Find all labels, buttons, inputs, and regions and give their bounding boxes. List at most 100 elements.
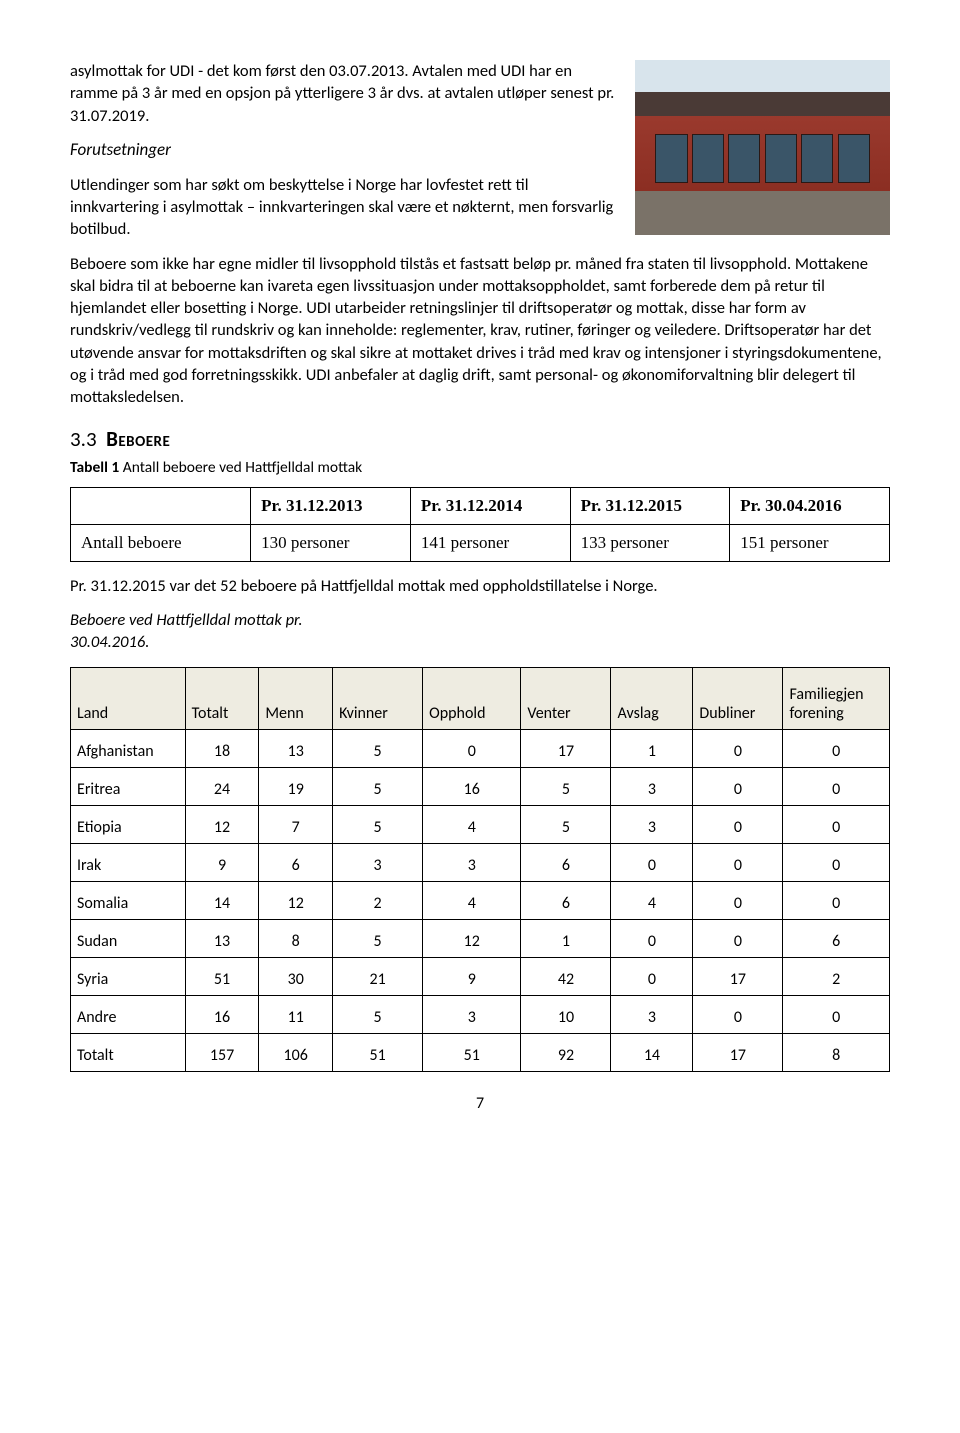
table2-cell: 12 <box>259 882 333 920</box>
table1-v1: 141 personer <box>410 525 570 562</box>
table2-cell: 5 <box>333 996 423 1034</box>
table2-cell: 0 <box>611 844 693 882</box>
italic-note-line1: Beboere ved Hattfjelldal mottak pr. <box>70 610 303 630</box>
table2-cell: Afghanistan <box>71 730 186 768</box>
photo-windows <box>655 134 869 183</box>
table2-cell: 5 <box>521 806 611 844</box>
table2-cell: 1 <box>611 730 693 768</box>
table2-cell: 21 <box>333 958 423 996</box>
table2-cell: 0 <box>783 806 890 844</box>
table2-cell: 17 <box>693 958 783 996</box>
table2-cell: Eritrea <box>71 768 186 806</box>
table2-cell: 5 <box>333 768 423 806</box>
table-antall-beboere: Pr. 31.12.2013 Pr. 31.12.2014 Pr. 31.12.… <box>70 487 890 562</box>
table2-cell: 7 <box>259 806 333 844</box>
table2-cell: 5 <box>333 730 423 768</box>
table2-cell: 0 <box>693 730 783 768</box>
table2-header-5: Venter <box>521 668 611 730</box>
table2-cell: 16 <box>423 768 521 806</box>
page-number: 7 <box>70 1094 890 1113</box>
table2-header-row: LandTotaltMennKvinnerOppholdVenterAvslag… <box>71 668 890 730</box>
table2-cell: 3 <box>423 844 521 882</box>
table2-cell: Somalia <box>71 882 186 920</box>
table2-row-2: Etiopia127545300 <box>71 806 890 844</box>
table1-data-row: Antall beboere 130 personer 141 personer… <box>71 525 890 562</box>
table2-header-7: Dubliner <box>693 668 783 730</box>
table1-v2: 133 personer <box>570 525 730 562</box>
table1-h2: Pr. 31.12.2014 <box>410 488 570 525</box>
section-number: 3.3 <box>70 426 97 452</box>
table2-cell: Andre <box>71 996 186 1034</box>
table2-cell: 14 <box>185 882 259 920</box>
table2-cell: 4 <box>611 882 693 920</box>
table1-row-label: Antall beboere <box>71 525 251 562</box>
table2-cell: 1 <box>521 920 611 958</box>
table-beboere-land: LandTotaltMennKvinnerOppholdVenterAvslag… <box>70 667 890 1072</box>
table2-cell: 6 <box>521 882 611 920</box>
table2-total-cell: 14 <box>611 1034 693 1072</box>
table2-cell: 0 <box>783 844 890 882</box>
table2-cell: 0 <box>783 768 890 806</box>
intro-paragraph-1: asylmottak for UDI - det kom først den 0… <box>70 60 617 127</box>
table2-cell: 19 <box>259 768 333 806</box>
table2-cell: 3 <box>611 806 693 844</box>
table2-cell: 16 <box>185 996 259 1034</box>
table2-total-cell: 106 <box>259 1034 333 1072</box>
table1-caption-bold: Tabell 1 <box>70 458 119 477</box>
intro-text-block: asylmottak for UDI - det kom først den 0… <box>70 60 617 241</box>
table1-v0: 130 personer <box>251 525 411 562</box>
table2-cell: 5 <box>333 920 423 958</box>
table2-cell: 30 <box>259 958 333 996</box>
table2-cell: 0 <box>693 806 783 844</box>
table2-cell: 17 <box>521 730 611 768</box>
document-page: asylmottak for UDI - det kom først den 0… <box>0 0 960 1153</box>
table2-cell: 3 <box>333 844 423 882</box>
table2-cell: 0 <box>423 730 521 768</box>
table2-cell: 0 <box>783 996 890 1034</box>
table2-cell: 4 <box>423 882 521 920</box>
table2-cell: 24 <box>185 768 259 806</box>
italic-note-line2: 30.04.2016. <box>70 632 149 652</box>
table2-cell: 5 <box>521 768 611 806</box>
table2-cell: 9 <box>423 958 521 996</box>
table2-cell: 5 <box>333 806 423 844</box>
table2-cell: 0 <box>783 730 890 768</box>
table2-cell: 6 <box>783 920 890 958</box>
note-oppholdstillatelse: Pr. 31.12.2015 var det 52 beboere på Hat… <box>70 576 890 596</box>
table2-cell: 0 <box>693 996 783 1034</box>
table2-row-5: Sudan1385121006 <box>71 920 890 958</box>
table2-header-0: Land <box>71 668 186 730</box>
table1-v3: 151 personer <box>730 525 890 562</box>
table2-row-3: Irak96336000 <box>71 844 890 882</box>
table2-cell: Syria <box>71 958 186 996</box>
table2-cell: 0 <box>693 844 783 882</box>
table2-row-6: Syria5130219420172 <box>71 958 890 996</box>
table2-cell: 2 <box>333 882 423 920</box>
table1-header-row: Pr. 31.12.2013 Pr. 31.12.2014 Pr. 31.12.… <box>71 488 890 525</box>
table2-total-cell: 51 <box>423 1034 521 1072</box>
intro-paragraph-2a: Utlendinger som har søkt om beskyttelse … <box>70 174 617 241</box>
table2-header-4: Opphold <box>423 668 521 730</box>
table2-cell: 11 <box>259 996 333 1034</box>
table2-cell: 12 <box>423 920 521 958</box>
intro-section: asylmottak for UDI - det kom først den 0… <box>70 60 890 241</box>
table1-caption-rest: Antall beboere ved Hattfjelldal mottak <box>119 458 362 477</box>
intro-paragraph-2b: Beboere som ikke har egne midler til liv… <box>70 253 890 409</box>
forutsetninger-subheading: Forutsetninger <box>70 139 617 162</box>
table2-cell: 18 <box>185 730 259 768</box>
table2-intro: Beboere ved Hattfjelldal mottak pr. 30.0… <box>70 610 890 653</box>
table2-cell: 13 <box>185 920 259 958</box>
table2-cell: 9 <box>185 844 259 882</box>
table2-cell: 3 <box>611 768 693 806</box>
table1-h1: Pr. 31.12.2013 <box>251 488 411 525</box>
table2-total-cell: 8 <box>783 1034 890 1072</box>
table2-header-3: Kvinner <box>333 668 423 730</box>
table2-cell: 0 <box>783 882 890 920</box>
table2-cell: 51 <box>185 958 259 996</box>
table2-cell: Etiopia <box>71 806 186 844</box>
table1-h4: Pr. 30.04.2016 <box>730 488 890 525</box>
table2-cell: 0 <box>611 958 693 996</box>
table2-cell: 0 <box>693 768 783 806</box>
table2-total-cell: 92 <box>521 1034 611 1072</box>
table2-cell: 42 <box>521 958 611 996</box>
